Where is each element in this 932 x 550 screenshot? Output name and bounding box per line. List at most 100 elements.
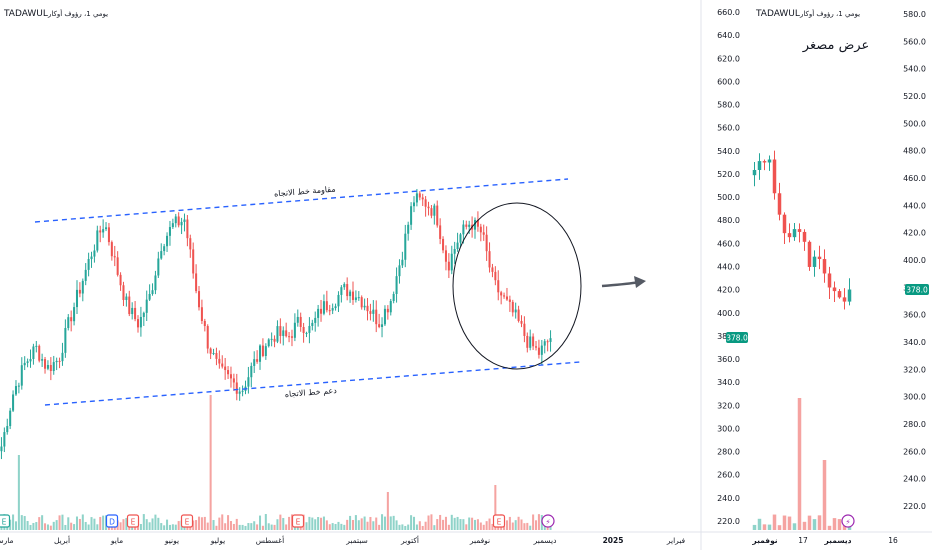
- volume-bar: [503, 525, 506, 530]
- left-price-axis[interactable]: 660.0 640.0 620.0 600.0 580.0 560.0 540.0 520.0…: [717, 8, 740, 526]
- volume-bar: [311, 517, 314, 530]
- price-tick-label: 320.0: [903, 365, 926, 374]
- volume-bar: [418, 521, 421, 530]
- volume-bar: [444, 516, 447, 530]
- volume-bar: [247, 523, 250, 530]
- left-event-badges[interactable]: E D E E E E ⚡: [0, 514, 555, 528]
- volume-bar: [288, 516, 291, 530]
- right-price-axis[interactable]: 580.0 560.0 540.0 520.0 500.0 480.0 460.0 440.0…: [903, 10, 926, 511]
- candle-body: [328, 310, 331, 312]
- volume-bar: [264, 514, 267, 530]
- volume-bar: [433, 525, 436, 530]
- volume-bar: [462, 519, 465, 530]
- volume-bar: [383, 516, 386, 530]
- volume-bar: [476, 519, 479, 530]
- volume-bar: [131, 525, 134, 530]
- candle-body: [168, 227, 171, 236]
- candle-body: [529, 336, 532, 348]
- price-tick-label: 580.0: [717, 101, 740, 110]
- volume-bar: [20, 515, 23, 530]
- time-tick-label: سبتمبر: [345, 536, 368, 545]
- candle-body: [360, 297, 363, 308]
- candle-body: [497, 280, 500, 293]
- right-candles: [752, 150, 852, 310]
- price-tick-label: 220.0: [717, 517, 740, 526]
- volume-bar: [151, 518, 154, 530]
- price-tick-label: 340.0: [717, 378, 740, 387]
- volume-bar: [386, 492, 389, 530]
- candle-body: [540, 345, 543, 355]
- right-time-axis[interactable]: نوفمبر 17 ديسمبر 16: [751, 536, 898, 545]
- candle-body: [134, 307, 137, 320]
- candle-body: [64, 328, 67, 353]
- volume-bar: [514, 520, 517, 530]
- earnings-event-badge[interactable]: E: [291, 514, 305, 528]
- earnings-event-badge[interactable]: E: [0, 514, 11, 528]
- candle-body: [212, 352, 215, 354]
- candle-body: [232, 378, 235, 383]
- volume-bar: [125, 518, 128, 530]
- candle-body: [305, 332, 308, 334]
- earnings-event-badge[interactable]: E: [180, 514, 194, 528]
- volume-bar: [797, 398, 802, 530]
- candle-body: [752, 169, 757, 176]
- candle-body: [436, 205, 439, 226]
- candle-body: [119, 274, 122, 286]
- candle-body: [847, 289, 852, 302]
- price-tick-label: 280.0: [903, 420, 926, 429]
- volume-bar: [9, 519, 12, 530]
- candle-body: [224, 366, 227, 371]
- candle-body: [189, 238, 192, 250]
- volume-bar: [229, 521, 232, 530]
- candle-body: [503, 295, 506, 297]
- flash-event-icon[interactable]: ⚡: [841, 514, 855, 528]
- candle-body: [832, 287, 837, 292]
- candle-body: [288, 336, 291, 338]
- volume-bar: [73, 524, 76, 530]
- candle-body: [238, 391, 241, 394]
- right-event-badges[interactable]: ⚡: [841, 514, 855, 528]
- candle-body: [203, 320, 206, 327]
- candle-body: [105, 227, 108, 230]
- time-tick-label: يونيو: [164, 536, 179, 545]
- volume-bar: [389, 516, 392, 530]
- candle-body: [148, 293, 151, 300]
- candle-body: [209, 348, 212, 354]
- candle-body: [772, 159, 777, 194]
- left-time-axis[interactable]: مارس أبريل مايو يونيو يوليو أغسطس سبتمبر أكتوبر…: [0, 535, 686, 545]
- volume-bar: [174, 524, 177, 530]
- candle-body: [812, 256, 817, 267]
- volume-bar: [218, 517, 221, 530]
- candle-body: [349, 291, 352, 297]
- earnings-event-badge[interactable]: E: [492, 514, 506, 528]
- volume-bar: [520, 519, 523, 530]
- earnings-event-badge[interactable]: E: [126, 514, 140, 528]
- flash-event-icon[interactable]: ⚡: [541, 514, 555, 528]
- price-tick-label: 260.0: [903, 447, 926, 456]
- candle-body: [308, 325, 311, 333]
- volume-bar: [346, 519, 349, 530]
- volume-bar: [372, 521, 375, 530]
- candle-body: [29, 359, 32, 362]
- volume-bar: [363, 516, 366, 530]
- earnings-event-badge[interactable]: D: [105, 514, 119, 528]
- volume-bar: [29, 524, 32, 530]
- event-badge-label: E: [296, 518, 301, 527]
- candle-body: [404, 233, 407, 260]
- right-interval: يومي 1، رؤوف أوكار: [799, 9, 860, 18]
- volume-bar: [250, 523, 253, 530]
- volume-bar: [195, 520, 198, 530]
- candle-body: [476, 219, 479, 227]
- candle-body: [267, 339, 270, 347]
- volume-bar: [171, 524, 174, 530]
- candle-body: [116, 257, 119, 275]
- candle-body: [259, 345, 262, 362]
- candle-body: [802, 231, 807, 242]
- volume-bar: [485, 521, 488, 530]
- volume-bar: [491, 523, 494, 530]
- volume-bar: [812, 519, 817, 530]
- candle-body: [424, 199, 427, 207]
- volume-bar: [49, 525, 52, 530]
- candle-body: [433, 205, 436, 216]
- volume-bar: [337, 521, 340, 530]
